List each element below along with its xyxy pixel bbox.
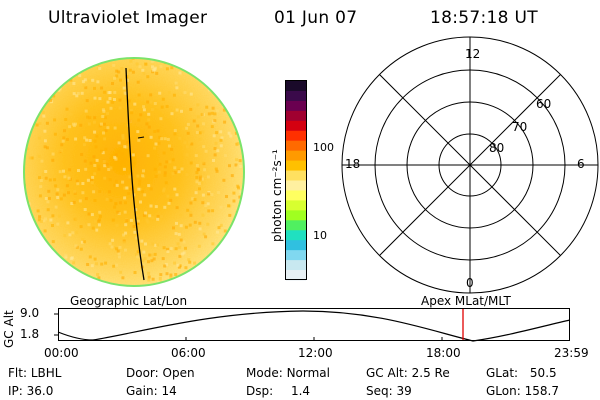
x-tick-0000: 00:00 bbox=[44, 346, 79, 360]
colorbar bbox=[285, 80, 307, 281]
colorbar-band bbox=[286, 230, 306, 241]
lat-label-80: 80 bbox=[489, 141, 505, 155]
mlt-label-0: 0 bbox=[466, 276, 474, 290]
status-mode-value: Normal bbox=[286, 366, 330, 380]
colorbar-band bbox=[286, 120, 306, 132]
colorbar-band bbox=[286, 150, 306, 162]
colorbar-band bbox=[286, 170, 306, 182]
colorbar-band bbox=[286, 240, 306, 251]
colorbar-band bbox=[286, 260, 306, 271]
mlt-label-18: 18 bbox=[345, 157, 361, 171]
status-gcalt: GC Alt: 2.5 Re bbox=[366, 366, 450, 380]
colorbar-band bbox=[286, 270, 306, 281]
colorbar-band bbox=[286, 210, 306, 221]
status-door: Door: Open bbox=[126, 366, 195, 380]
colorbar-band bbox=[286, 160, 306, 172]
status-flt-value: LBHL bbox=[30, 366, 62, 380]
x-tick-2359: 23:59 bbox=[554, 346, 589, 360]
observation-date: 01 Jun 07 bbox=[274, 8, 358, 28]
status-glon: GLon: 158.7 bbox=[486, 384, 559, 398]
colorbar-band bbox=[286, 130, 306, 142]
panel-y-axis-label: GC Alt bbox=[2, 310, 16, 348]
colorbar-tick-100: 100 bbox=[313, 141, 334, 154]
terminator-line bbox=[125, 67, 145, 281]
status-gain: Gain: 14 bbox=[126, 384, 177, 398]
panel-y-tick-high: 9.0 bbox=[20, 306, 40, 320]
colorbar-band bbox=[286, 100, 306, 112]
status-ip: IP: 36.0 bbox=[8, 384, 54, 398]
colorbar-band bbox=[286, 190, 306, 201]
colorbar-band bbox=[286, 110, 306, 122]
colorbar-band bbox=[286, 220, 306, 231]
status-seq: Seq: 39 bbox=[366, 384, 412, 398]
colorbar-band bbox=[286, 81, 306, 92]
colorbar-band bbox=[286, 90, 306, 102]
status-gain-value: 14 bbox=[161, 384, 177, 398]
colorbar-tick-10: 10 bbox=[313, 229, 327, 242]
colorbar-band bbox=[286, 140, 306, 152]
status-mode: Mode: Normal bbox=[246, 366, 330, 380]
altitude-curve bbox=[57, 310, 571, 342]
mlt-label-12: 12 bbox=[465, 47, 481, 61]
colorbar-band bbox=[286, 200, 306, 211]
status-seq-value: 39 bbox=[396, 384, 412, 398]
status-dsp: Dsp: 1.4 bbox=[246, 384, 311, 398]
colorbar-band bbox=[286, 180, 306, 192]
x-tick-0600: 06:00 bbox=[171, 346, 206, 360]
status-glat-value: 50.5 bbox=[529, 366, 557, 380]
status-glon-value: 158.7 bbox=[524, 384, 559, 398]
status-door-value: Open bbox=[162, 366, 195, 380]
colorbar-unit-label: photon cm⁻²s⁻¹ bbox=[270, 149, 284, 242]
panel-right-title: Apex MLat/MLT bbox=[421, 294, 511, 308]
observation-time: 18:57:18 UT bbox=[430, 8, 538, 28]
polar-grid bbox=[341, 36, 599, 294]
earth-disk-image bbox=[23, 57, 245, 287]
instrument-title: Ultraviolet Imager bbox=[48, 8, 208, 28]
lat-label-70: 70 bbox=[512, 120, 528, 134]
status-flt: Flt: LBHL bbox=[8, 366, 62, 380]
status-dsp-value: 1.4 bbox=[290, 384, 311, 398]
x-tick-1800: 18:00 bbox=[426, 346, 461, 360]
panel-y-tick-low: 1.8 bbox=[20, 327, 40, 341]
status-glat: GLat: 50.5 bbox=[486, 366, 557, 380]
colorbar-band bbox=[286, 250, 306, 261]
mlt-label-6: 6 bbox=[577, 157, 585, 171]
altitude-plot bbox=[54, 308, 571, 342]
status-gcalt-value: 2.5 Re bbox=[411, 366, 450, 380]
x-tick-1200: 12:00 bbox=[298, 346, 333, 360]
panel-left-title: Geographic Lat/Lon bbox=[70, 294, 188, 308]
lat-label-60: 60 bbox=[536, 97, 552, 111]
status-ip-value: 36.0 bbox=[26, 384, 54, 398]
